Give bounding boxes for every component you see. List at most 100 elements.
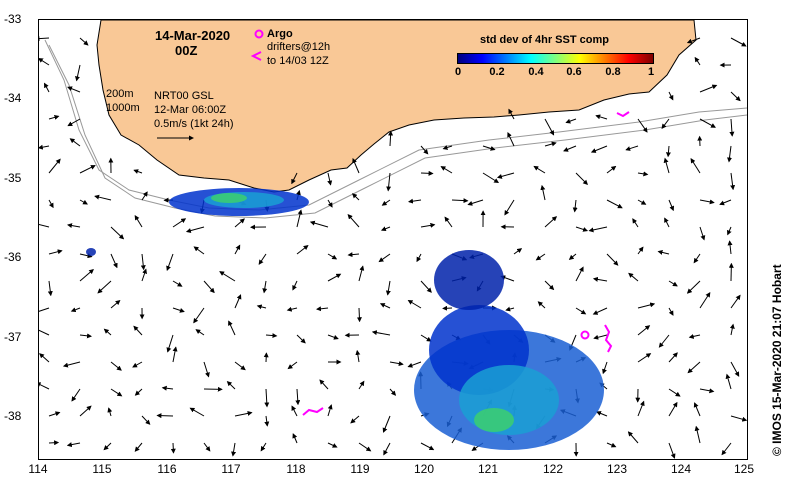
current-vector-arrow <box>110 226 125 240</box>
current-vector-arrow <box>730 361 740 377</box>
current-vector-arrow <box>408 198 422 204</box>
current-vector-arrow <box>420 222 436 228</box>
current-vector-arrow <box>172 346 178 363</box>
contour-1000m <box>48 44 747 219</box>
current-vector-arrow <box>39 382 50 390</box>
current-vector-arrow <box>637 400 645 417</box>
current-vector-arrow <box>637 246 644 255</box>
current-vector-arrow <box>663 157 670 174</box>
current-vector-arrow <box>234 218 245 228</box>
product-label: NRT00 GSL <box>154 90 214 102</box>
current-vector-arrow <box>637 302 656 309</box>
lat-label: -38 <box>4 409 22 423</box>
vector-scale-label: 0.5m/s (1kt 24h) <box>154 118 234 130</box>
current-vector-arrow <box>686 37 701 44</box>
lat-label: -34 <box>4 91 22 105</box>
current-vector-arrow <box>420 334 432 342</box>
current-vector-arrow <box>265 333 278 339</box>
current-vector-arrow <box>507 131 515 147</box>
current-vector-arrow <box>482 145 496 151</box>
current-vector-arrow <box>70 307 81 313</box>
current-vector-arrow <box>291 172 298 185</box>
lat-label: -35 <box>4 171 22 185</box>
lat-label: -33 <box>4 12 22 26</box>
current-vector-arrow <box>420 170 434 176</box>
map-time: 00Z <box>175 43 198 58</box>
current-vector-arrow <box>327 199 333 208</box>
current-vector-arrow <box>725 373 732 390</box>
current-vector-arrow <box>665 145 671 158</box>
current-vector-arrow <box>166 334 174 353</box>
current-vector-arrow <box>442 305 453 311</box>
current-vector-arrow <box>39 307 50 312</box>
current-vector-arrow <box>688 333 701 339</box>
current-vector-arrow <box>203 361 210 378</box>
lon-label: 117 <box>221 462 241 476</box>
current-vector-arrow <box>606 442 617 448</box>
current-vector-arrow <box>602 361 608 375</box>
current-vector-arrow <box>48 158 61 174</box>
drifter-track <box>604 324 613 353</box>
current-vector-arrow <box>134 388 143 396</box>
current-vector-arrow <box>544 280 555 291</box>
current-vector-arrow <box>544 216 558 228</box>
current-vector-arrow <box>316 306 329 312</box>
current-vector-arrow <box>440 166 453 174</box>
current-vector-arrow <box>380 226 391 232</box>
drifters-legend-period: to 14/03 12Z <box>267 55 329 67</box>
current-vector-arrow <box>69 138 81 147</box>
current-vector-arrow <box>386 172 392 192</box>
current-vector-arrow <box>668 280 678 287</box>
current-vector-arrow <box>44 82 50 93</box>
current-vector-arrow <box>730 172 736 191</box>
current-vector-arrow <box>693 253 701 264</box>
current-vector-arrow <box>260 442 267 452</box>
current-vector-arrow <box>637 353 652 363</box>
current-vector-arrow <box>195 329 205 336</box>
current-vector-arrow <box>291 405 298 417</box>
current-vector-arrow <box>358 442 372 452</box>
current-vector-arrow <box>668 199 675 212</box>
current-vector-arrow <box>668 352 678 363</box>
current-vector-arrow <box>79 199 88 205</box>
current-vector-arrow <box>319 379 329 390</box>
current-vector-arrow <box>467 199 484 206</box>
current-vector-arrow <box>203 280 215 294</box>
sst-patch <box>474 408 514 432</box>
current-vector-arrow <box>637 325 651 336</box>
lon-label: 125 <box>733 462 755 476</box>
current-vector-arrow <box>67 118 81 127</box>
current-vector-arrow <box>203 442 211 452</box>
current-vector-arrow <box>730 415 747 422</box>
current-vector-arrow <box>234 410 253 417</box>
current-vector-arrow <box>103 328 112 336</box>
current-vector-arrow <box>572 199 578 213</box>
argo-legend-marker <box>254 29 264 39</box>
current-vector-arrow <box>62 361 81 368</box>
current-vector-arrow <box>668 91 674 101</box>
current-vector-arrow <box>193 246 205 255</box>
current-vector-arrow <box>347 214 360 228</box>
current-vector-arrow <box>296 209 303 228</box>
current-vector-arrow <box>358 380 365 390</box>
current-vector-arrow <box>420 280 432 293</box>
current-vector-arrow <box>352 157 360 174</box>
current-vector-arrow <box>416 253 422 263</box>
colorbar-tick: 0.4 <box>528 66 544 78</box>
current-vector-arrow <box>133 169 143 174</box>
map-frame <box>38 19 748 460</box>
current-vector-arrow <box>48 249 63 255</box>
current-vector-arrow <box>327 273 342 282</box>
current-vector-arrow <box>563 145 577 152</box>
current-vector-arrow <box>694 425 701 444</box>
current-vector-arrow <box>296 334 306 344</box>
current-vector-arrow <box>327 442 338 448</box>
current-vector-arrow <box>657 249 670 255</box>
current-vector-arrow <box>347 252 360 258</box>
argo-legend-label: Argo <box>267 28 293 40</box>
current-vector-arrow <box>350 415 360 424</box>
lon-label: 114 <box>28 462 48 476</box>
current-vector-arrow <box>292 433 298 444</box>
current-vector-arrow <box>133 325 143 336</box>
current-vector-arrow <box>287 361 298 370</box>
